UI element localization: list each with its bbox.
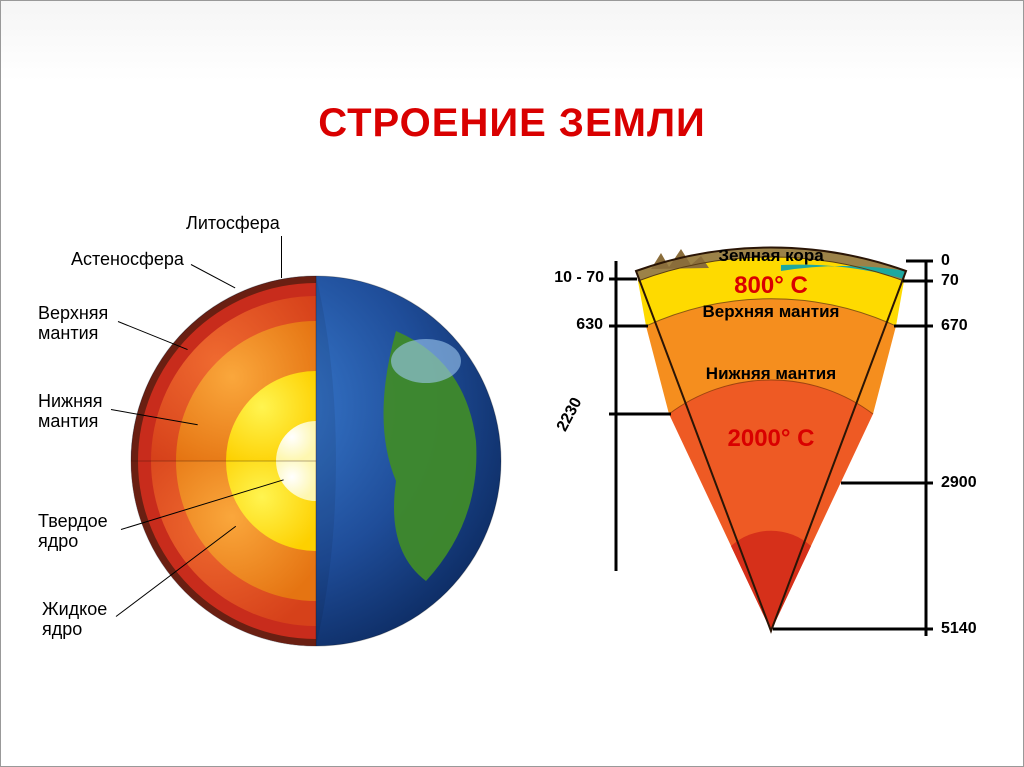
label-asthenosphere: Астеносфера: [71, 249, 184, 270]
crust-label-text: Земная кора: [718, 246, 824, 265]
label-upper-mantle-1: Верхняя: [38, 303, 108, 324]
inner-core-tip-slice: [731, 531, 811, 631]
right-tick-3: 2900: [941, 474, 977, 492]
slide: СТРОЕНИЕ ЗЕМЛИ: [0, 0, 1024, 767]
lower-mantle-label-text: Нижняя мантия: [706, 364, 836, 383]
label-liquid-core-1: Жидкое: [42, 599, 107, 620]
cloud-highlight: [391, 339, 461, 383]
temp-800-text: 800° С: [734, 272, 808, 299]
left-tick-1: 10 - 70: [539, 269, 604, 287]
label-lower-mantle-2: мантия: [38, 411, 98, 432]
right-tick-4: 5140: [941, 620, 977, 638]
upper-mantle-label-text: Верхняя мантия: [703, 302, 840, 321]
right-tick-1: 70: [941, 272, 959, 290]
label-upper-mantle-2: мантия: [38, 323, 98, 344]
label-solid-core-2: ядро: [38, 531, 78, 552]
label-liquid-core-2: ядро: [42, 619, 82, 640]
earth-cutaway-diagram: Литосфера Астеносфера Верхняя мантия Ниж…: [36, 211, 506, 681]
earth-wedge-svg: Земная кора 800° С Верхняя мантия Нижняя…: [541, 231, 1001, 661]
right-tick-2: 670: [941, 317, 968, 335]
label-solid-core-1: Твердое: [38, 511, 108, 532]
front-face-rings: [131, 461, 316, 646]
left-tick-2: 630: [551, 316, 603, 334]
earth-wedge-diagram: Земная кора 800° С Верхняя мантия Нижняя…: [541, 231, 1001, 661]
label-lithosphere: Литосфера: [186, 213, 280, 234]
label-lower-mantle-1: Нижняя: [38, 391, 103, 412]
temp-2000-text: 2000° С: [728, 425, 815, 452]
slide-title: СТРОЕНИЕ ЗЕМЛИ: [1, 101, 1023, 146]
leader-lithosphere: [281, 236, 282, 278]
right-tick-0: 0: [941, 252, 950, 270]
